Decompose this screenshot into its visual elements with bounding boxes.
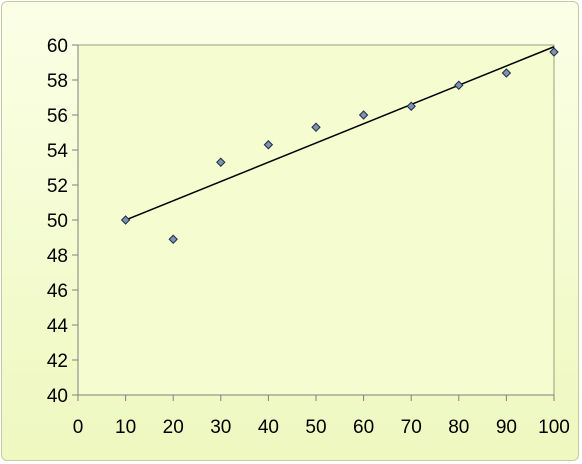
- y-tick-label: 42: [47, 351, 68, 372]
- data-point: [168, 234, 178, 244]
- trendline: [125, 46, 555, 221]
- trendline-group: [125, 46, 555, 221]
- data-point: [120, 215, 131, 225]
- data-point: [216, 157, 226, 167]
- axes: 40 42 44 46 48 50 52 54 56 58 60 0 10 20 30 40 50 60 70 80 9…: [47, 36, 570, 438]
- data-point: [501, 68, 512, 78]
- y-tick-label: 52: [47, 176, 68, 197]
- data-points: [120, 47, 559, 244]
- x-tick-label: 10: [115, 417, 136, 438]
- x-tick-label: 90: [496, 417, 517, 438]
- data-point: [311, 122, 321, 132]
- y-tick-label: 50: [47, 211, 68, 232]
- data-point: [263, 140, 274, 150]
- y-tick-label: 46: [47, 281, 68, 302]
- y-tick-label: 40: [47, 386, 68, 407]
- x-tick-label: 30: [210, 417, 231, 438]
- x-tick-label: 70: [401, 417, 422, 438]
- data-point: [358, 110, 369, 120]
- x-tick-label: 0: [73, 417, 84, 438]
- data-point: [549, 47, 559, 57]
- y-tick-label: 48: [47, 246, 68, 267]
- y-tick-label: 56: [47, 106, 68, 127]
- y-tick-label: 44: [47, 316, 69, 337]
- x-tick-label: 60: [353, 417, 374, 438]
- y-tick-label: 58: [47, 71, 68, 92]
- x-tick-label: 40: [258, 417, 279, 438]
- plot-area-background: [77, 44, 555, 396]
- y-tick-label: 54: [47, 141, 69, 162]
- x-tick-label: 50: [305, 417, 326, 438]
- x-tick-label: 20: [163, 417, 184, 438]
- y-tick-label: 60: [47, 36, 68, 57]
- data-point: [454, 80, 464, 90]
- plot-area: [77, 44, 555, 396]
- data-point: [406, 101, 416, 111]
- x-tick-label: 100: [538, 417, 570, 438]
- x-tick-label: 80: [448, 417, 469, 438]
